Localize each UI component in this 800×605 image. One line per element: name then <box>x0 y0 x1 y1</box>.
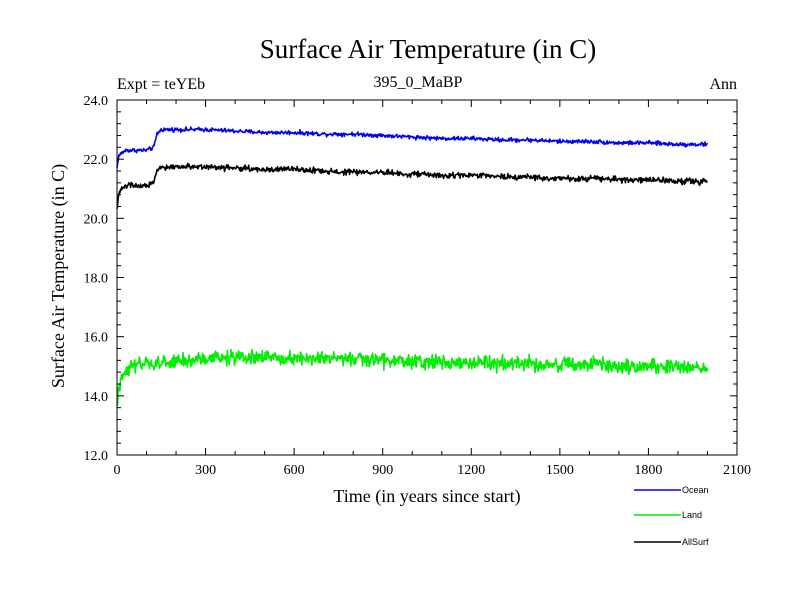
y-axis-label: Surface Air Temperature (in C) <box>48 164 69 388</box>
experiment-label: Expt = teYEb <box>117 76 205 93</box>
series-line-land <box>116 348 709 407</box>
series-line-ocean <box>116 126 709 168</box>
series-group <box>116 126 709 407</box>
x-tick-label: 1200 <box>457 463 485 478</box>
plot-frame <box>116 99 738 456</box>
legend-label-land: Land <box>682 510 702 520</box>
y-tick-label: 22.0 <box>84 153 109 168</box>
axis-ticks: 0 300 600 900 1200 1500 1800 2100 12.0 14.0 16.0 18… <box>84 94 752 478</box>
season-label: Ann <box>709 76 737 93</box>
legend: Ocean Land AllSurf <box>634 485 709 547</box>
y-tick-label: 18.0 <box>84 272 109 287</box>
x-tick-label: 300 <box>195 463 216 478</box>
y-tick-label: 16.0 <box>84 331 109 346</box>
x-axis-label: Time (in years since start) <box>333 486 520 507</box>
x-tick-label: 2100 <box>723 463 751 478</box>
chart-title: Surface Air Temperature (in C) <box>260 34 597 64</box>
x-tick-label: 900 <box>372 463 393 478</box>
chart-subtitle: 395_0_MaBP <box>374 74 463 91</box>
legend-label-ocean: Ocean <box>682 485 709 495</box>
x-tick-label: 1800 <box>634 463 662 478</box>
y-tick-label: 14.0 <box>84 390 109 405</box>
y-tick-label: 20.0 <box>84 212 109 227</box>
x-tick-label: 1500 <box>546 463 574 478</box>
y-tick-label: 12.0 <box>84 449 109 464</box>
series-line-allsurf <box>116 162 708 209</box>
x-tick-label: 0 <box>114 463 121 478</box>
legend-label-allsurf: AllSurf <box>682 537 709 547</box>
x-tick-label: 600 <box>284 463 305 478</box>
y-tick-label: 24.0 <box>84 94 109 109</box>
